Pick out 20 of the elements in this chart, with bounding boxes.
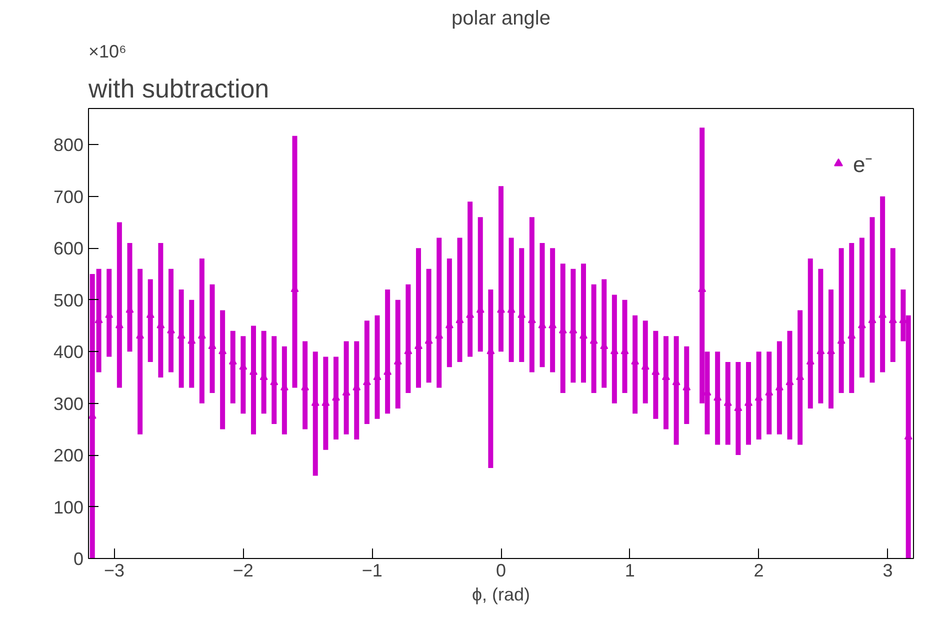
- y-tick-label: 100: [53, 497, 84, 518]
- text: ×10⁶: [88, 42, 126, 62]
- text: with subtraction: [88, 74, 270, 104]
- y-tick-label: 700: [53, 186, 84, 207]
- y-tick-label: 300: [53, 394, 84, 414]
- legend-label: e⁻: [853, 151, 873, 178]
- y-tick-label: 800: [53, 135, 84, 156]
- x-tick-label: −2: [232, 560, 254, 580]
- chart-title: polar angle: [452, 8, 550, 30]
- x-tick-label: 1: [624, 560, 635, 580]
- y-tick-label: 500: [53, 290, 84, 310]
- x-tick-label: 2: [754, 560, 764, 580]
- x-tick-label: 0: [496, 560, 506, 580]
- x-tick-label: −3: [104, 560, 125, 580]
- y-tick-label: 400: [53, 342, 84, 362]
- y-tick-label: 600: [53, 238, 84, 259]
- x-tick-label: 3: [882, 560, 893, 580]
- y-tick-label: 200: [53, 446, 84, 466]
- x-tick-label: −1: [362, 560, 382, 580]
- x-axis-title: ϕ, (rad): [472, 584, 530, 604]
